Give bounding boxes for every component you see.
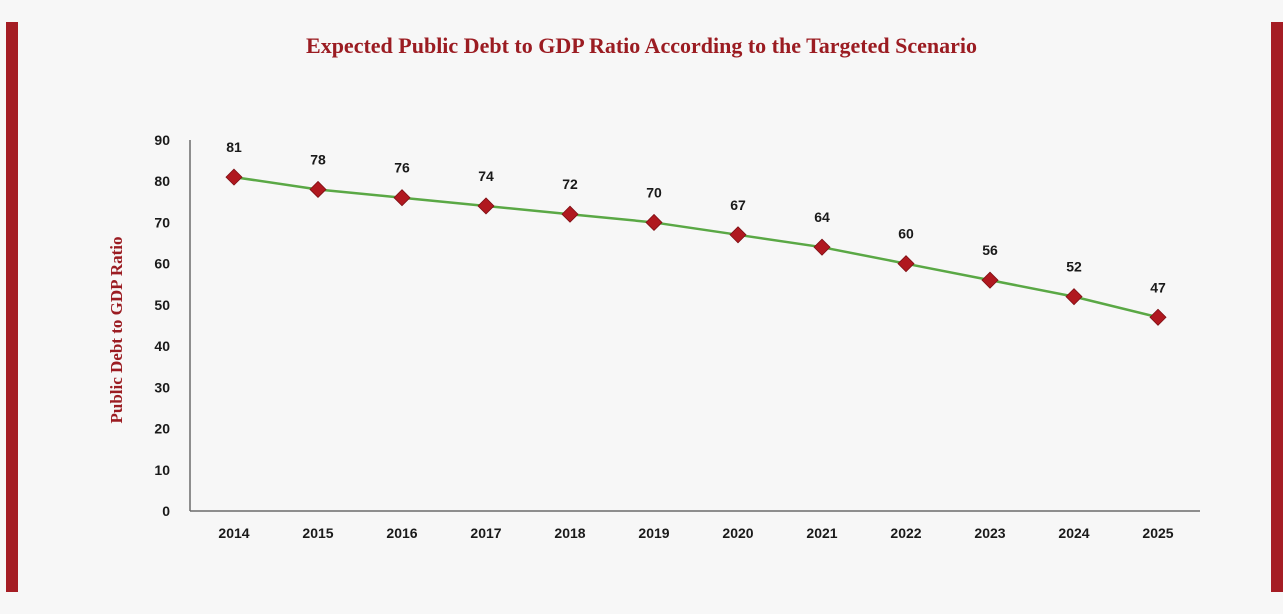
data-label: 67: [730, 197, 746, 213]
left-accent-bar: [6, 22, 18, 592]
chart-title: Expected Public Debt to GDP Ratio Accord…: [306, 33, 977, 58]
y-tick-label: 40: [154, 338, 170, 354]
series-line-path: [233, 175, 1159, 319]
data-label: 70: [646, 184, 662, 200]
data-label: 76: [394, 160, 410, 176]
x-tick-label: 2021: [806, 525, 837, 541]
y-tick-label: 10: [154, 462, 170, 478]
y-tick-labels: 0 10 20 30 40 50 60 70 80 90: [154, 132, 170, 519]
data-label: 74: [478, 168, 494, 184]
x-tick-label: 2014: [218, 525, 249, 541]
data-label: 72: [562, 176, 578, 192]
x-tick-label: 2019: [638, 525, 669, 541]
data-point: [813, 238, 831, 256]
data-label: 64: [814, 209, 830, 225]
x-tick-label: 2023: [974, 525, 1005, 541]
data-point: [393, 189, 411, 207]
data-point: [645, 213, 663, 232]
data-markers: [225, 168, 1167, 326]
data-labels: 81 78 76 74 72 70 67 64 60 56 52 47: [226, 139, 1166, 295]
right-accent-bar: [1271, 22, 1283, 592]
chart-axes: [189, 140, 1200, 512]
x-tick-label: 2025: [1142, 525, 1173, 541]
x-tick-labels: 2014 2015 2016 2017 2018 2019 2020 2021 2022 2023…: [218, 525, 1173, 541]
data-label: 78: [310, 151, 326, 167]
data-point: [729, 226, 747, 244]
x-tick-label: 2020: [722, 525, 753, 541]
y-tick-label: 80: [154, 173, 170, 189]
y-tick-label: 60: [154, 256, 170, 272]
y-tick-label: 0: [162, 503, 170, 519]
data-point: [981, 271, 999, 289]
y-tick-label: 20: [154, 421, 170, 437]
y-tick-label: 50: [154, 297, 170, 313]
data-label: 81: [226, 139, 242, 155]
data-label: 56: [982, 242, 998, 258]
x-tick-label: 2016: [386, 525, 417, 541]
data-point: [897, 255, 915, 273]
data-label: 60: [898, 226, 914, 242]
data-point: [561, 205, 579, 223]
x-tick-label: 2024: [1058, 525, 1089, 541]
x-tick-label: 2015: [302, 525, 333, 541]
x-tick-label: 2022: [890, 525, 921, 541]
y-tick-label: 30: [154, 379, 170, 395]
data-label: 52: [1066, 259, 1082, 275]
data-point: [309, 180, 327, 199]
y-tick-label: 90: [154, 132, 170, 148]
series-line: [233, 175, 1159, 319]
y-tick-label: 70: [154, 214, 170, 230]
data-point: [225, 168, 243, 186]
data-label: 47: [1150, 279, 1166, 295]
x-tick-label: 2017: [470, 525, 501, 541]
data-point: [477, 197, 495, 215]
x-tick-label: 2018: [554, 525, 585, 541]
data-point: [1065, 288, 1083, 306]
data-point: [1149, 308, 1167, 326]
